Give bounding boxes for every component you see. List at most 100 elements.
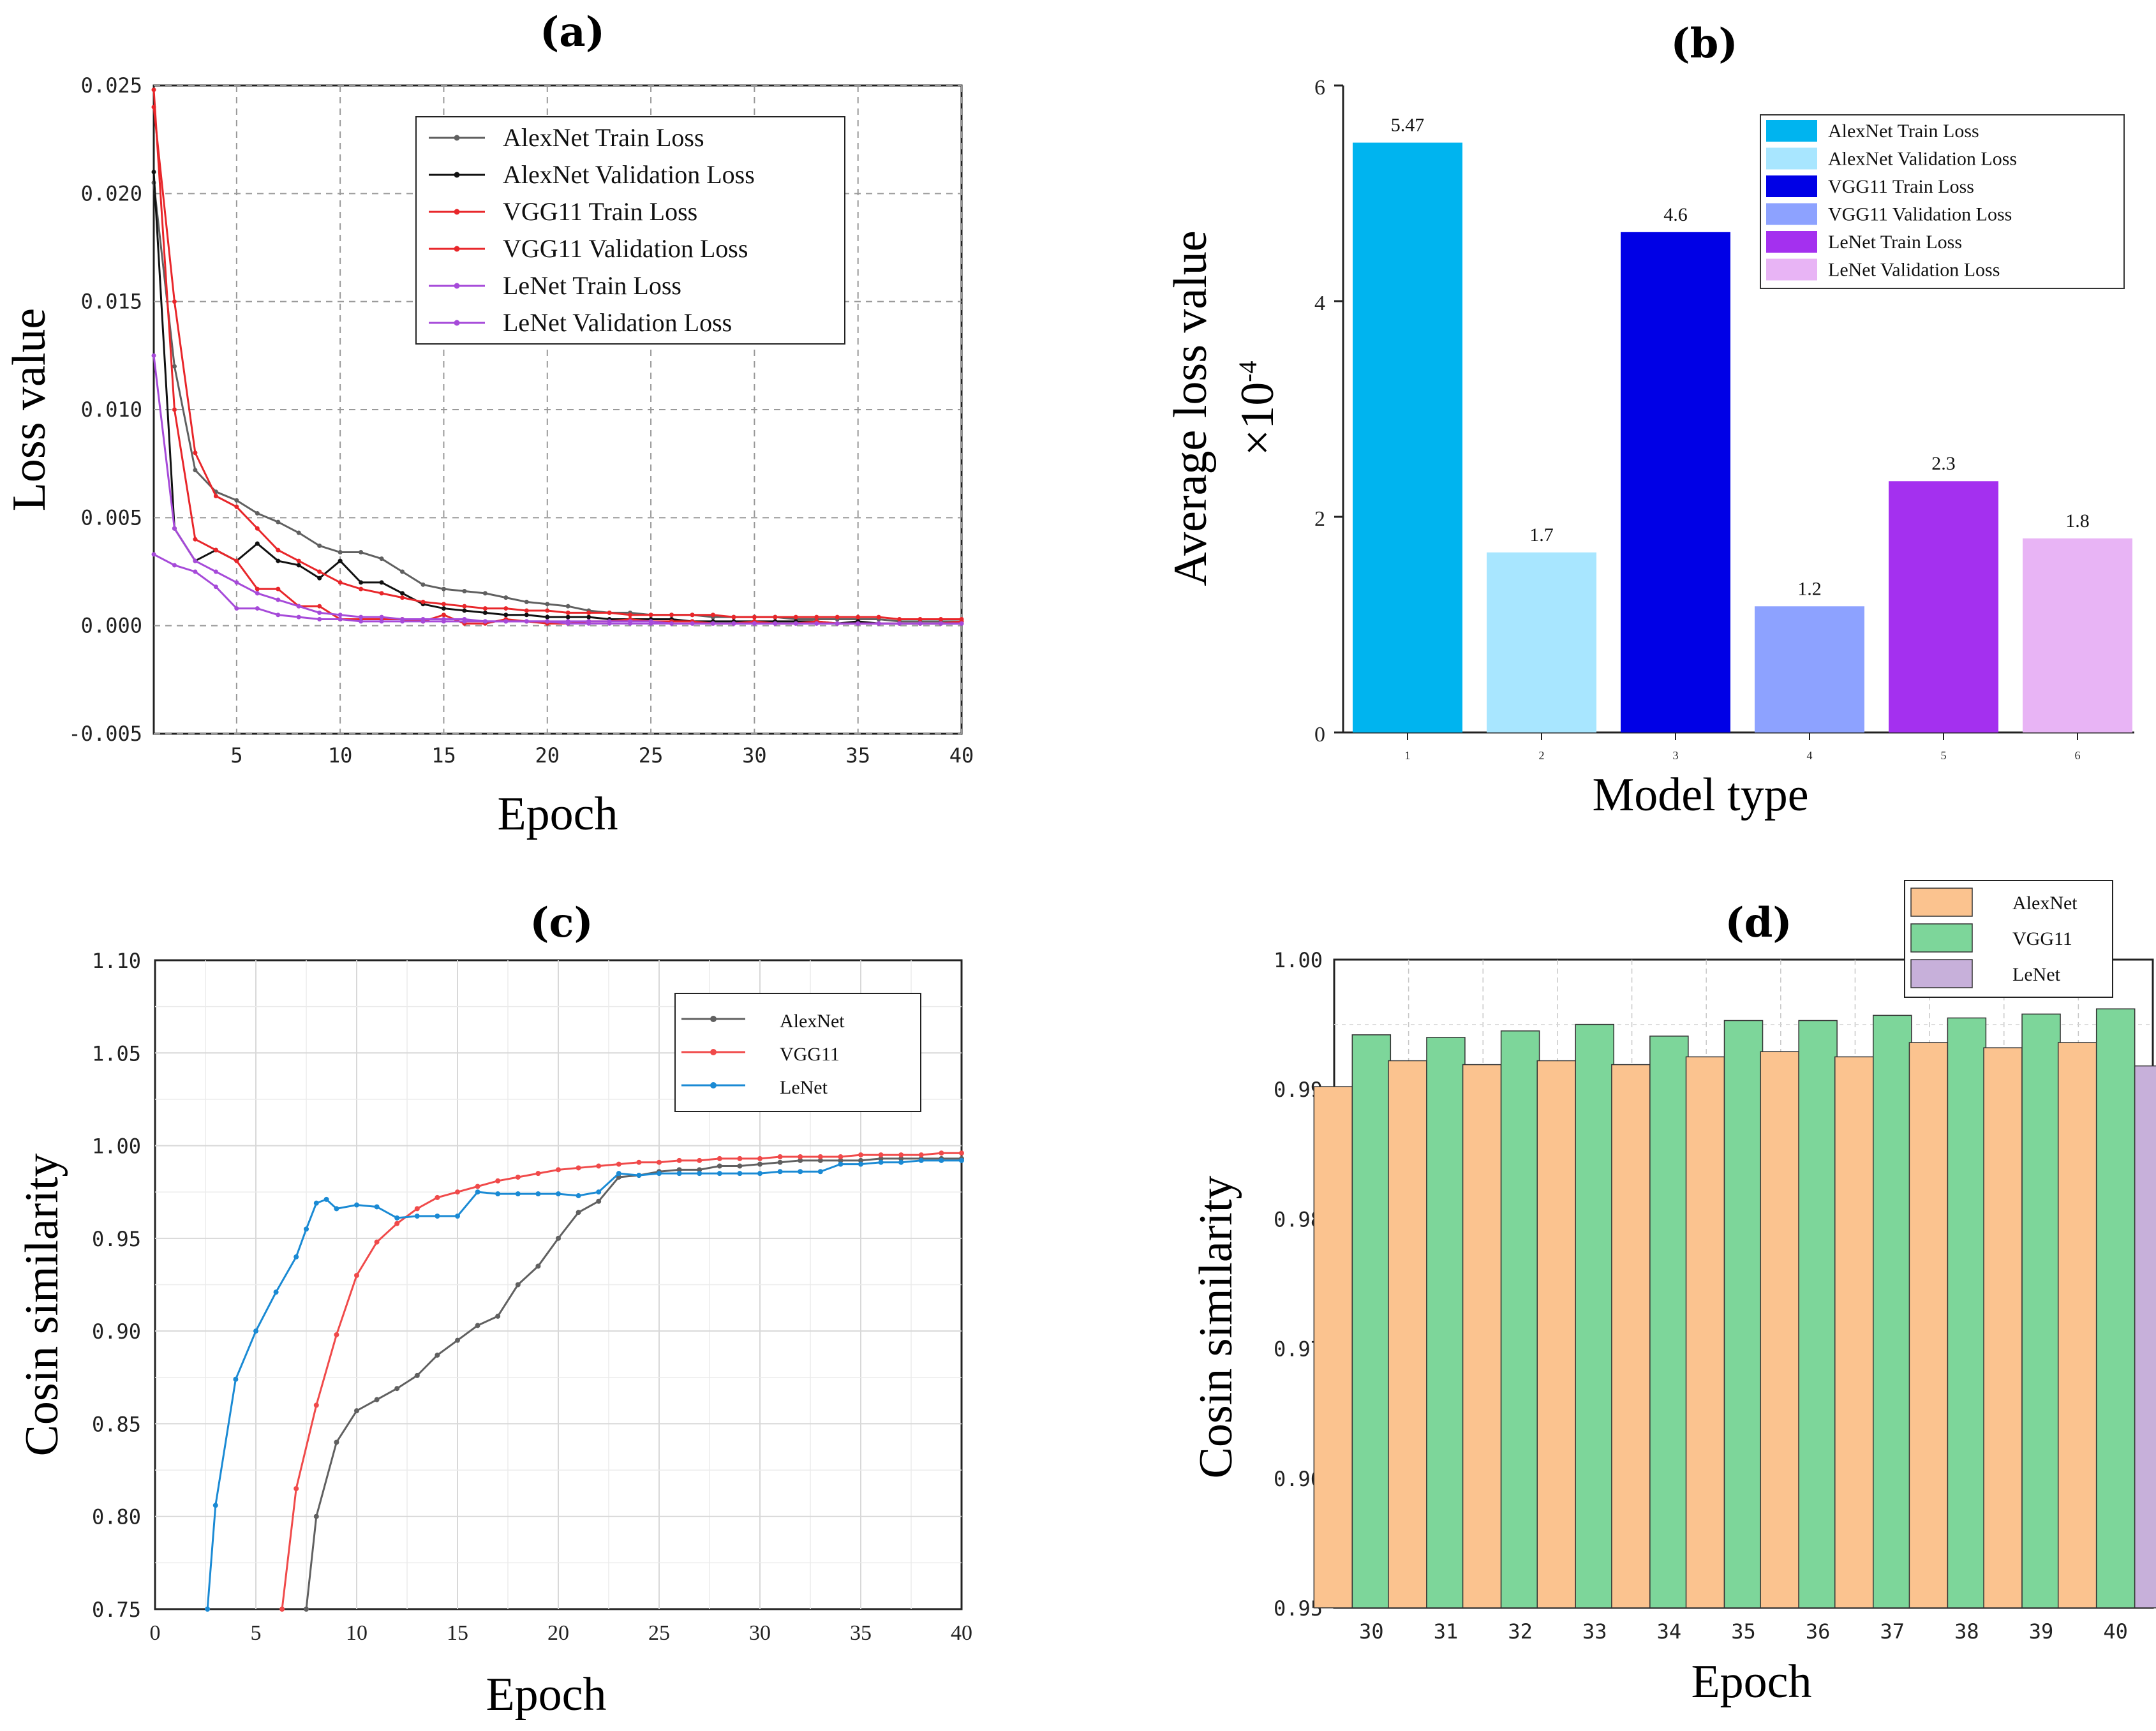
a-point-5-21 — [586, 621, 591, 626]
a-point-2-17 — [503, 606, 509, 611]
d-xtick-37: 37 — [1880, 1619, 1905, 1644]
d-xtick-39: 39 — [2029, 1619, 2054, 1644]
panel-c-legend: AlexNet VGG11 LeNet — [674, 993, 921, 1112]
d-bar-alexnet-31 — [1388, 1060, 1427, 1608]
c-point-2-15 — [455, 1213, 460, 1219]
c-ytick-5: 1.00 — [92, 1134, 141, 1159]
panel-d-xlabel: Epoch — [1691, 1656, 1811, 1708]
d-legend-label-0: AlexNet — [2012, 893, 2078, 914]
panel-a-title: (a) — [540, 8, 605, 56]
d-bar-alexnet-33 — [1536, 1060, 1576, 1608]
a-point-5-22 — [607, 621, 612, 626]
a-point-0-17 — [503, 595, 509, 600]
b-legend-label-5: LeNet Validation Loss — [1828, 260, 2000, 281]
c-point-2-33 — [817, 1169, 823, 1175]
d-bar-vgg11-39 — [2021, 1013, 2061, 1608]
b-ytick-2: 4 — [1314, 292, 1325, 315]
c-point-0-15 — [596, 1198, 602, 1204]
a-point-5-38 — [939, 621, 944, 626]
c-legend-label-1: VGG11 — [780, 1044, 840, 1065]
a-series-line-5 — [153, 553, 962, 625]
a-point-1-11 — [379, 580, 384, 585]
c-point-1-3 — [334, 1332, 339, 1337]
d-bar-vgg11-37 — [1873, 1014, 1912, 1608]
c-point-1-27 — [817, 1154, 823, 1160]
c-point-2-21 — [576, 1193, 581, 1199]
a-point-0-1 — [172, 364, 177, 369]
a-point-4-10 — [359, 614, 364, 620]
a-legend-marker-5 — [454, 320, 460, 326]
a-series-line-4 — [152, 355, 962, 625]
c-ytick-0: 0.75 — [92, 1598, 141, 1622]
c-point-0-28 — [858, 1157, 863, 1163]
panel-d-legend: AlexNet VGG11 LeNet — [1904, 880, 2113, 998]
b-ytick-0: 0 — [1314, 723, 1325, 747]
c-point-0-20 — [697, 1167, 703, 1173]
d-bar-alexnet-35 — [1685, 1056, 1725, 1608]
panel-a-ticks: 5 10 15 20 25 30 35 40 -0.005 0.000 0.005 0.010 0.01… — [68, 73, 974, 768]
a-point-5-13 — [420, 619, 426, 624]
c-point-2-22 — [596, 1189, 602, 1195]
a-series-line-0 — [152, 182, 962, 623]
d-xtick-34: 34 — [1657, 1619, 1682, 1644]
a-point-5-6 — [276, 613, 281, 618]
c-point-1-30 — [878, 1152, 884, 1158]
c-point-2-17 — [495, 1191, 501, 1197]
a-point-2-5 — [255, 526, 260, 531]
b-legend-label-1: AlexNet Validation Loss — [1828, 149, 2017, 170]
c-point-1-26 — [798, 1154, 803, 1160]
d-bar-vgg11-31 — [1426, 1037, 1466, 1608]
a-point-2-1 — [172, 299, 177, 304]
c-point-0-25 — [798, 1157, 803, 1163]
c-point-2-7 — [313, 1200, 319, 1206]
b-bar-label-2: 1.7 — [1529, 524, 1554, 546]
c-xtick-0: 0 — [150, 1621, 161, 1645]
a-point-0-16 — [482, 591, 487, 596]
a-legend-label-1: AlexNet Validation Loss — [503, 160, 755, 189]
a-point-5-15 — [462, 619, 467, 624]
c-point-2-6 — [304, 1226, 309, 1232]
c-point-1-17 — [616, 1161, 621, 1167]
c-point-0-21 — [717, 1163, 722, 1169]
c-point-1-19 — [657, 1159, 662, 1165]
panel-a-lines — [151, 87, 964, 626]
a-point-5-27 — [710, 621, 715, 626]
a-point-0-18 — [524, 599, 529, 604]
a-point-2-2 — [193, 450, 198, 456]
a-point-1-18 — [524, 613, 529, 618]
c-point-2-31 — [777, 1169, 783, 1175]
b-legend-swatch-2 — [1766, 175, 1817, 197]
a-point-2-29 — [752, 614, 757, 620]
c-point-1-1 — [294, 1486, 299, 1492]
b-legend-swatch-5 — [1766, 258, 1817, 281]
c-point-2-1 — [212, 1503, 218, 1508]
a-point-1-8 — [317, 576, 322, 581]
panel-c-ylabel: Cosin similarity — [16, 1154, 68, 1457]
c-point-1-10 — [475, 1184, 480, 1189]
a-point-5-17 — [503, 619, 509, 624]
c-ytick-3: 0.90 — [92, 1319, 141, 1344]
c-point-2-23 — [616, 1171, 621, 1177]
c-point-1-11 — [495, 1178, 501, 1184]
a-point-2-38 — [939, 617, 944, 622]
d-bar-lenet-40 — [2134, 1065, 2156, 1608]
panel-b-xlabel: Model type — [1592, 769, 1808, 821]
a-point-1-0 — [151, 169, 156, 174]
a-point-0-8 — [317, 543, 322, 548]
panel-b-title: (b) — [1670, 20, 1737, 68]
a-point-5-11 — [379, 619, 384, 624]
d-xtick-40: 40 — [2103, 1619, 2128, 1644]
a-point-0-11 — [379, 556, 384, 561]
c-point-2-13 — [414, 1213, 420, 1219]
a-point-4-8 — [317, 610, 322, 615]
a-legend-label-3: VGG11 Validation Loss — [503, 234, 748, 263]
b-bar-1 — [1353, 142, 1462, 732]
a-point-2-12 — [400, 595, 405, 600]
a-point-2-4 — [234, 504, 239, 509]
a-point-1-21 — [586, 614, 591, 620]
c-legend-marker-1 — [710, 1049, 717, 1055]
b-ytick-3: 6 — [1314, 76, 1325, 100]
d-bar-vgg11-38 — [1947, 1017, 1987, 1608]
c-point-2-35 — [858, 1161, 863, 1167]
